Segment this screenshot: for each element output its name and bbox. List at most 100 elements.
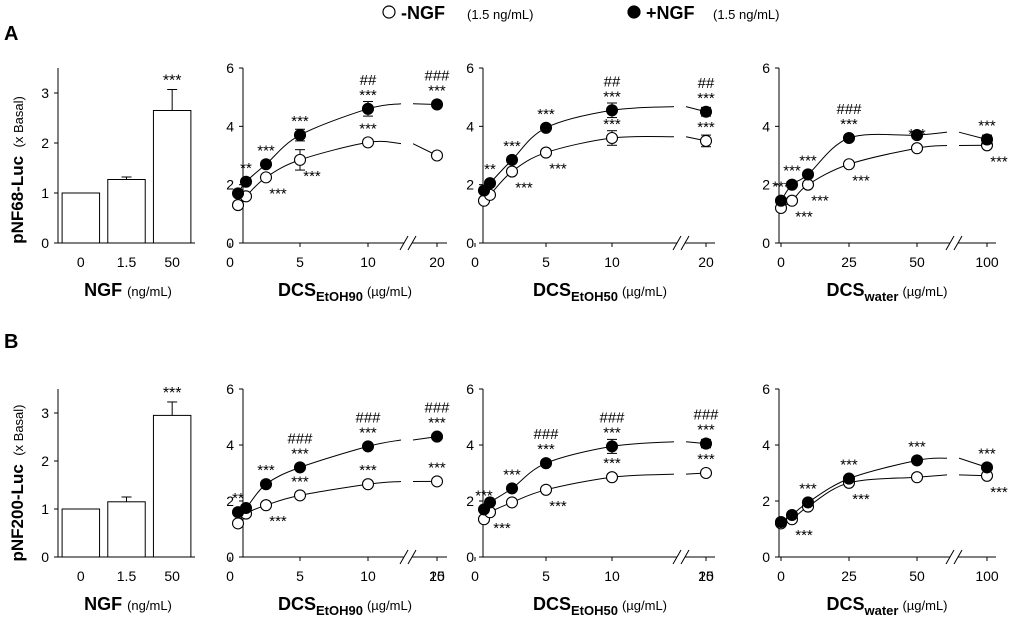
x-axis-title-B-water: DCSwater (µg/mL) (826, 594, 947, 618)
x-axis-subscript: EtOH90 (316, 603, 363, 618)
significance-label: *** (603, 88, 621, 105)
bar (107, 501, 146, 558)
data-point-neg (430, 475, 444, 488)
data-point-pos (699, 437, 713, 450)
data-point-pos (430, 98, 444, 111)
y-tick-label: 0 (762, 235, 770, 251)
x-axis-title-B-etoh50: DCSEtOH50 (µg/mL) (533, 594, 667, 618)
significance-label: *** (811, 193, 829, 210)
data-point-pos (239, 175, 253, 188)
x-axis-unit: (µg/mL) (622, 284, 667, 299)
x-tick-label: 15 (698, 568, 714, 584)
data-point-neg (231, 199, 245, 212)
data-point-neg (539, 483, 553, 496)
significance-label: *** (603, 116, 621, 133)
x-axis-unit: (µg/mL) (367, 598, 412, 613)
x-axis-subscript: EtOH50 (571, 289, 618, 304)
x-axis-title-A-etoh50: DCSEtOH50 (µg/mL) (533, 280, 667, 304)
y-tick-label: 0 (762, 549, 770, 565)
significance-label: *** (549, 498, 567, 515)
x-tick-label: 1.5 (117, 254, 137, 270)
legend-marker-open (382, 5, 396, 19)
significance-label: ### (693, 407, 719, 424)
axis-break-mark (407, 549, 417, 565)
significance-label: *** (549, 161, 567, 178)
bar (152, 414, 192, 558)
significance-label: *** (515, 180, 533, 197)
x-axis-subscript: water (863, 603, 898, 618)
significance-label: *** (697, 451, 715, 468)
y-axis-label-b: pNF200-Luc (8, 464, 27, 561)
axis-break-mark (945, 235, 955, 251)
y-tick-label: 0 (466, 235, 474, 251)
data-point-neg (605, 131, 619, 145)
significance-label: *** (840, 116, 858, 133)
x-axis-main: DCS (533, 280, 571, 300)
data-point-neg (361, 136, 375, 149)
data-point-neg (259, 171, 273, 184)
x-axis-title-B-ngf: NGF (ng/mL) (84, 594, 172, 614)
y-tick-label: 0 (41, 549, 49, 565)
legend: -NGF (1.5 ng/mL) +NGF (1.5 ng/mL) (382, 3, 779, 23)
legend-marker-filled (627, 5, 641, 19)
x-tick-label: 20 (429, 568, 445, 584)
y-axis-title-a: pNF68-Luc (x Basal) (8, 96, 27, 244)
y-tick-label: 4 (762, 437, 770, 453)
data-point-pos (239, 501, 253, 515)
data-point-pos (483, 496, 497, 509)
data-point-neg (505, 496, 519, 509)
significance-label: ## (360, 72, 377, 89)
significance-label: ### (287, 430, 313, 447)
x-axis-subscript: EtOH90 (316, 289, 363, 304)
data-point-neg (505, 165, 519, 178)
significance-label: *** (603, 424, 621, 441)
significance-label: *** (359, 424, 377, 441)
data-point-pos (785, 178, 799, 191)
significance-label: ### (355, 409, 381, 426)
data-point-pos (910, 454, 924, 467)
x-tick-label: 0 (77, 568, 85, 584)
y-tick-label: 1 (41, 501, 49, 517)
x-axis-main: DCS (278, 280, 316, 300)
data-point-pos (774, 515, 788, 529)
data-point-pos (483, 177, 497, 190)
x-axis-title-A-water: DCSwater (µg/mL) (826, 280, 947, 304)
data-point-neg (539, 146, 553, 159)
y-tick-label: 3 (41, 405, 49, 421)
x-tick-label: 100 (975, 254, 999, 270)
significance-label: *** (795, 527, 813, 544)
data-point-neg (785, 194, 799, 207)
y-axis-label-a: pNF68-Luc (8, 156, 27, 244)
significance-label: ### (533, 426, 559, 443)
axis-break-mark (953, 549, 963, 565)
data-point-pos (231, 187, 245, 200)
axis-break-mark (953, 235, 963, 251)
x-axis-main: DCS (826, 280, 864, 300)
significance-label: *** (257, 462, 275, 479)
data-point-pos (842, 131, 856, 145)
data-point-neg (910, 471, 924, 484)
significance-label: *** (799, 152, 817, 169)
significance-label: *** (493, 520, 511, 537)
axis-break-mark (407, 235, 417, 251)
significance-label: *** (697, 422, 715, 439)
data-point-neg (293, 153, 307, 166)
significance-label: ** (484, 161, 496, 178)
significance-label: *** (163, 73, 182, 90)
panel-letter-b: B (4, 331, 18, 353)
y-tick-label: 2 (226, 177, 234, 193)
significance-label: *** (697, 90, 715, 107)
data-point-neg (699, 466, 713, 480)
bar (61, 192, 101, 244)
data-point-pos (259, 478, 273, 491)
y-tick-label: 4 (226, 118, 234, 134)
data-point-pos (785, 508, 799, 522)
y-axis-unit-a: (x Basal) (11, 96, 26, 147)
significance-label: *** (852, 491, 870, 508)
data-point-neg (910, 142, 924, 155)
significance-label: ### (424, 400, 450, 417)
significance-label: ### (599, 409, 625, 426)
data-point-neg (842, 158, 856, 171)
y-tick-label: 0 (466, 549, 474, 565)
